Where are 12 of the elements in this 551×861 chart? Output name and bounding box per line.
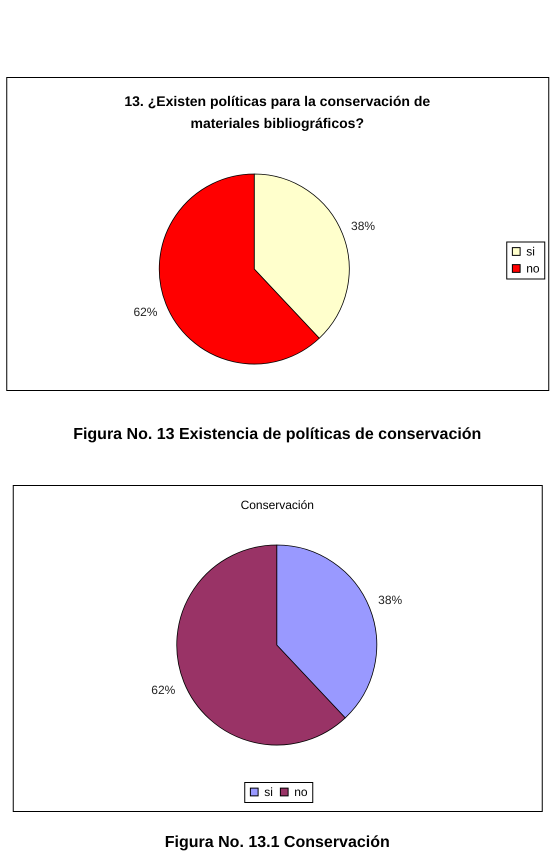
text: Figura No. 13.1 Conservación xyxy=(164,834,390,851)
text: Figura No. 13 Existencia de políticas de conservación xyxy=(73,426,482,443)
legend-label: si xyxy=(526,244,535,258)
chart-title: Conservación xyxy=(240,498,314,512)
data-label: 62% xyxy=(151,682,176,697)
legend-label: si xyxy=(264,785,273,799)
data-label: 62% xyxy=(133,305,158,320)
data-label: 38% xyxy=(351,218,376,233)
legend-label: no xyxy=(294,785,308,799)
data-label: 38% xyxy=(378,593,403,608)
chart-title: 13. ¿Existen políticas para la conservación de materiales bibliográficos? xyxy=(124,93,430,131)
legend-label: no xyxy=(526,262,540,276)
